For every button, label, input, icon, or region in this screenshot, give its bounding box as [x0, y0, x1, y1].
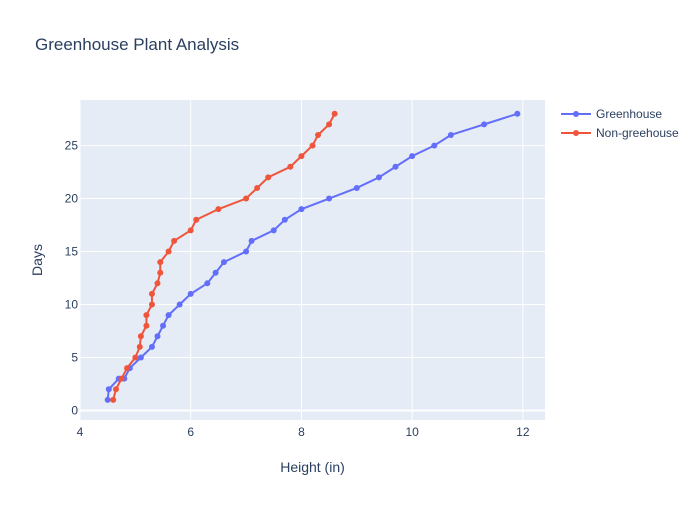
- y-axis-label: Days: [29, 244, 45, 276]
- series-line: [112, 113, 336, 401]
- data-point: [187, 227, 194, 234]
- legend-marker: [573, 111, 579, 117]
- x-tick-label: 6: [187, 425, 194, 439]
- data-point: [447, 131, 454, 138]
- legend-item[interactable]: Greenhouse: [561, 107, 662, 121]
- legend: Greenhouse Non-greehouse: [561, 107, 679, 140]
- data-point: [143, 312, 150, 319]
- data-point: [287, 163, 294, 170]
- y-tick-label: 0: [71, 403, 78, 417]
- data-point: [326, 195, 333, 202]
- data-point: [143, 322, 150, 329]
- data-point: [136, 343, 143, 350]
- data-point: [148, 301, 155, 308]
- data-point: [105, 386, 112, 393]
- data-point: [110, 396, 117, 403]
- x-tick-label: 4: [77, 425, 84, 439]
- data-point: [154, 333, 161, 340]
- x-tick-label: 10: [405, 425, 419, 439]
- data-point: [243, 195, 250, 202]
- chart-title: Greenhouse Plant Analysis: [35, 35, 239, 54]
- data-point: [204, 280, 211, 287]
- y-tick-label: 5: [71, 350, 78, 364]
- plot-background: [80, 100, 545, 420]
- data-point: [298, 206, 305, 213]
- legend-marker: [573, 130, 579, 136]
- series-layer: [104, 110, 521, 403]
- data-point: [132, 354, 139, 361]
- data-point: [309, 142, 316, 149]
- data-point: [118, 375, 125, 382]
- y-axis-ticks: 0 5 10 15 20 25: [65, 139, 79, 418]
- data-point: [160, 322, 167, 329]
- y-tick-label: 25: [65, 139, 79, 153]
- data-point: [281, 216, 288, 223]
- series-1: [110, 110, 338, 403]
- data-point: [148, 343, 155, 350]
- data-point: [165, 248, 172, 255]
- data-point: [243, 248, 250, 255]
- data-point: [315, 131, 322, 138]
- data-point: [165, 312, 172, 319]
- y-tick-label: 20: [65, 192, 79, 206]
- x-axis-ticks: 4 6 8 10 12: [77, 425, 530, 439]
- data-point: [220, 259, 227, 266]
- data-point: [265, 174, 272, 181]
- data-point: [212, 269, 219, 276]
- data-point: [154, 280, 161, 287]
- data-point: [298, 153, 305, 160]
- data-point: [392, 163, 399, 170]
- x-tick-label: 8: [298, 425, 305, 439]
- data-point: [409, 153, 416, 160]
- data-point: [104, 396, 111, 403]
- data-point: [248, 237, 255, 244]
- data-point: [157, 269, 164, 276]
- data-point: [254, 184, 261, 191]
- data-point: [157, 259, 164, 266]
- data-point: [331, 110, 338, 117]
- legend-label: Non-greehouse: [596, 126, 679, 140]
- legend-item[interactable]: Non-greehouse: [561, 126, 679, 140]
- data-point: [270, 227, 277, 234]
- data-point: [112, 386, 119, 393]
- data-point: [326, 121, 333, 128]
- data-point: [514, 110, 521, 117]
- data-point: [187, 290, 194, 297]
- data-point: [137, 354, 144, 361]
- y-tick-label: 15: [65, 245, 79, 259]
- x-tick-label: 12: [516, 425, 530, 439]
- data-point: [171, 237, 178, 244]
- data-point: [375, 174, 382, 181]
- data-point: [148, 290, 155, 297]
- data-point: [137, 333, 144, 340]
- data-point: [353, 184, 360, 191]
- y-tick-label: 10: [65, 298, 79, 312]
- data-point: [124, 365, 131, 372]
- x-axis-label: Height (in): [280, 459, 345, 475]
- data-point: [193, 216, 200, 223]
- data-point: [176, 301, 183, 308]
- data-point: [215, 206, 222, 213]
- legend-label: Greenhouse: [596, 107, 662, 121]
- data-point: [431, 142, 438, 149]
- data-point: [481, 121, 488, 128]
